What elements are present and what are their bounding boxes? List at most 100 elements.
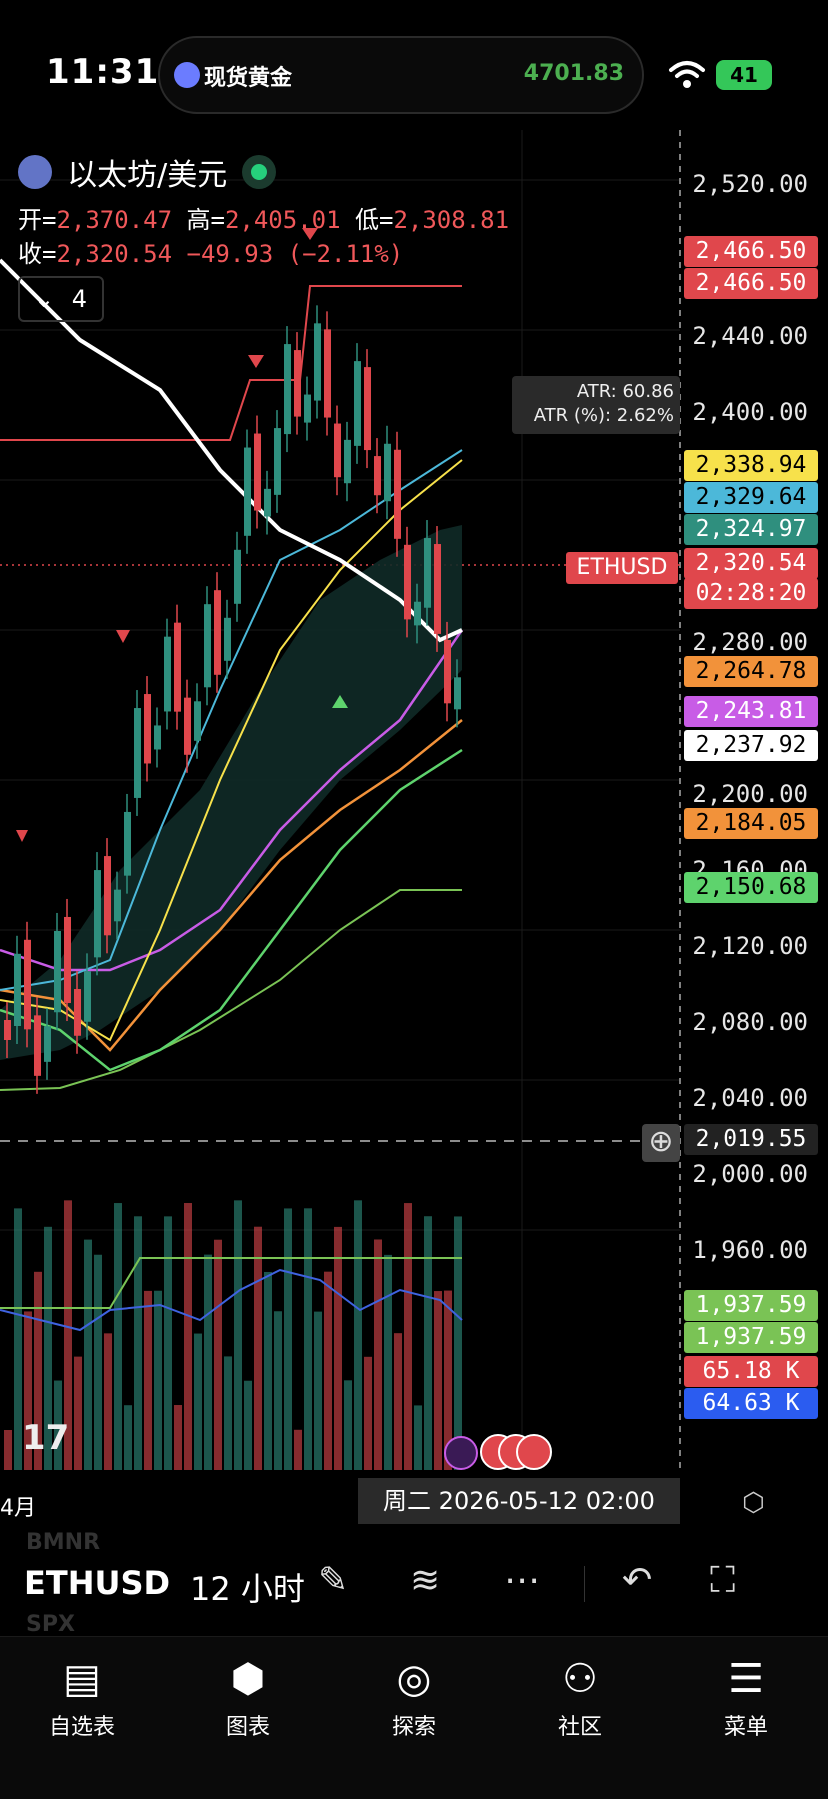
ticker-island[interactable]: 现货黄金 4701.83 — [158, 36, 644, 114]
volume-bar — [444, 1290, 452, 1470]
volume-bar — [344, 1380, 352, 1470]
volume-bar — [244, 1380, 252, 1470]
nav-item-menu[interactable]: ☰ 菜单 — [686, 1649, 806, 1741]
watchlist-icon: ▤ — [63, 1656, 101, 1702]
fullscreen-icon[interactable]: ⛶ — [710, 1560, 736, 1601]
candle-body — [274, 428, 281, 495]
volume-bar — [294, 1429, 302, 1470]
candle-body — [324, 329, 331, 418]
ohlc-row-1: 开=2,370.47 高=2,405.01 低=2,308.81 — [18, 206, 510, 234]
candle-body — [334, 423, 341, 478]
events-icons[interactable] — [444, 1432, 554, 1472]
volume-bar — [284, 1208, 292, 1470]
candle-body — [384, 443, 391, 502]
interval-selector-button[interactable]: 12 小时 — [190, 1570, 305, 1608]
more-icon[interactable]: ⋯ — [504, 1560, 540, 1601]
axis-label: 2,400.00 — [692, 398, 808, 426]
candle-body — [74, 989, 81, 1036]
candle-body — [284, 344, 291, 435]
candle-body — [84, 971, 91, 1022]
us-flag-icon — [516, 1434, 552, 1470]
volume-bar — [144, 1290, 152, 1470]
volume-bar — [394, 1333, 402, 1470]
indicator-count: 4 — [71, 285, 88, 313]
candle-body — [64, 916, 71, 1004]
volume-bar — [274, 1311, 282, 1470]
ticker-name: 现货黄金 — [204, 66, 293, 91]
volume-bar — [404, 1203, 412, 1470]
volume-bar — [424, 1216, 432, 1470]
nav-item-explore[interactable]: ◎ 探索 — [354, 1649, 474, 1741]
nav-item-community[interactable]: ⚇ 社区 — [520, 1649, 640, 1741]
candle-body — [4, 1020, 11, 1040]
time-axis-label: 4月 — [0, 1496, 36, 1521]
indicators-toggle-button[interactable]: ⌄ 4 — [18, 276, 104, 322]
candle-body — [54, 930, 61, 1013]
price-tag: 2,237.92 — [684, 730, 818, 761]
candle-body — [154, 725, 161, 750]
price-tag: 2,019.55 — [684, 1124, 818, 1155]
crosshair-date: 周二 2026-05-12 02:00 — [358, 1478, 680, 1524]
candle-body — [184, 697, 191, 755]
candle-body — [254, 433, 261, 511]
volume-bar — [54, 1380, 62, 1470]
volume-bar — [14, 1208, 22, 1470]
axis-label: 2,200.00 — [692, 780, 808, 808]
volume-bar — [204, 1254, 212, 1470]
price-tag: 64.63 K — [684, 1388, 818, 1419]
candle-body — [164, 636, 171, 712]
price-tag: 2,150.68 — [684, 872, 818, 903]
price-tag: 2,264.78 — [684, 656, 818, 687]
ghost-symbol: SPX — [26, 1612, 75, 1637]
volume-bar — [234, 1200, 242, 1470]
candle-body — [404, 544, 411, 620]
candle-body — [454, 677, 461, 710]
volume-bar — [134, 1216, 142, 1470]
pen-drawing-icon[interactable]: ✎ — [318, 1560, 349, 1601]
volume-bar — [174, 1405, 182, 1470]
volume-bar — [414, 1405, 422, 1470]
nav-item-chart[interactable]: ⬢ 图表 — [188, 1649, 308, 1741]
volume-bar — [384, 1254, 392, 1470]
candle-body — [294, 350, 301, 417]
add-alert-plus-icon[interactable]: ⊕ — [642, 1124, 680, 1162]
volume-bar — [224, 1356, 232, 1470]
ohlc-row-2: 收=2,320.54 −49.93 (−2.11%) — [18, 240, 404, 268]
low-value: 2,308.81 — [393, 206, 510, 234]
nav-item-watchlist[interactable]: ▤ 自选表 — [22, 1649, 142, 1741]
settings-gear-icon[interactable]: ⬡ — [742, 1488, 765, 1518]
candle-body — [374, 456, 381, 496]
price-tag: 65.18 K — [684, 1356, 818, 1387]
price-tag: 1,937.59 — [684, 1290, 818, 1321]
volume-bar — [164, 1216, 172, 1470]
undo-icon[interactable]: ↶ — [622, 1560, 653, 1601]
symbol-row[interactable]: 以太坊/美元 — [18, 150, 277, 194]
indicators-icon[interactable]: ≋ — [410, 1560, 441, 1601]
open-value: 2,370.47 — [56, 206, 173, 234]
lightning-event-icon — [444, 1436, 478, 1470]
volume-bar — [304, 1208, 312, 1470]
volume-bar — [184, 1203, 192, 1470]
candle-body — [24, 939, 31, 1030]
atr-tooltip: ATR: 60.86 ATR (%): 2.62% — [512, 376, 680, 434]
axis-label: 2,120.00 — [692, 932, 808, 960]
candle-body — [44, 1026, 51, 1062]
symbol-selector-button[interactable]: ETHUSD — [24, 1564, 171, 1602]
volume-bar — [74, 1356, 82, 1470]
change-value: −49.93 (−2.11%) — [186, 240, 404, 268]
market-status-icon — [242, 155, 277, 189]
candle-body — [364, 367, 371, 451]
symbol-name: 以太坊/美元 — [67, 158, 228, 193]
price-tag: 1,937.59 — [684, 1322, 818, 1353]
volume-bar — [94, 1254, 102, 1470]
compass-icon: ◎ — [396, 1656, 432, 1702]
price-chart[interactable] — [0, 130, 828, 1510]
ethereum-icon — [18, 155, 52, 189]
price-tag: 2,329.64 — [684, 482, 818, 513]
candle-body — [354, 361, 361, 446]
candle-body — [314, 323, 321, 401]
price-axis[interactable]: 2,520.00 2,440.00 2,400.00 2,280.00 2,20… — [0, 0, 828, 1460]
volume-bar — [44, 1226, 52, 1470]
price-tag: 2,320.54 — [684, 548, 818, 579]
candle-body — [94, 870, 101, 958]
